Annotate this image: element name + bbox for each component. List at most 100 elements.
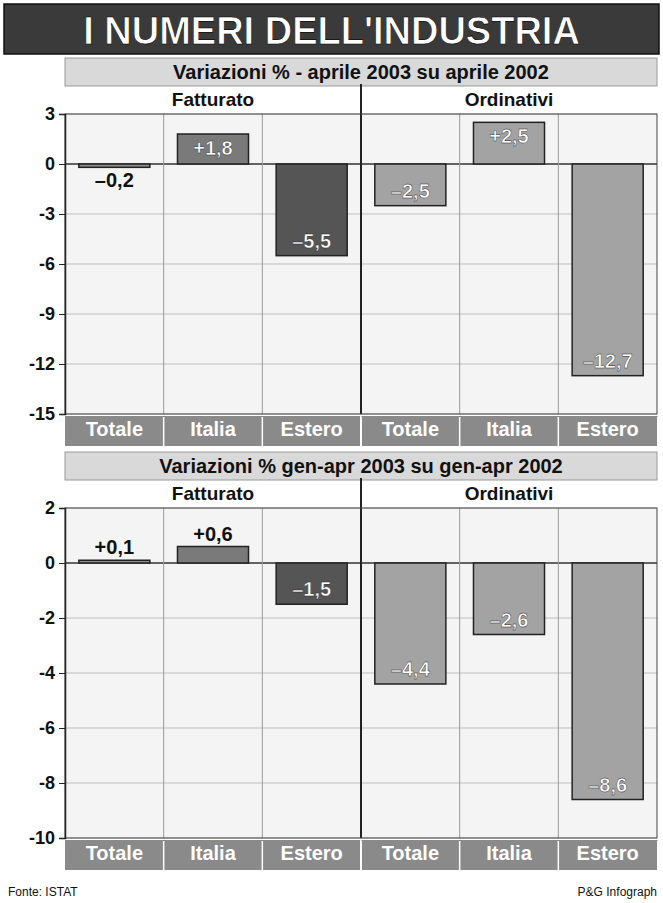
y-tick-mark bbox=[59, 783, 65, 784]
x-tick-label: Estero bbox=[281, 842, 343, 864]
y-tick-label: 2 bbox=[45, 498, 55, 518]
x-tick: Estero bbox=[281, 842, 343, 864]
y-tick: -6 bbox=[39, 254, 65, 274]
data-labels: –0,2+1,8–5,5–2,5+2,5–12,7 bbox=[95, 125, 633, 371]
y-tick-mark bbox=[59, 364, 65, 365]
column-separator bbox=[262, 114, 263, 414]
bar bbox=[177, 547, 248, 564]
y-tick: -4 bbox=[39, 663, 65, 683]
y-tick-label: -4 bbox=[39, 663, 55, 683]
panel-title: Variazioni % gen-apr 2003 su gen-apr 200… bbox=[159, 455, 563, 477]
group-head: Fatturato bbox=[172, 89, 254, 110]
bar bbox=[375, 563, 446, 684]
column-separator bbox=[163, 508, 164, 838]
x-tick-label: Totale bbox=[382, 842, 439, 864]
x-tick: Estero bbox=[281, 418, 343, 440]
band-separator bbox=[558, 416, 560, 446]
column-separator bbox=[558, 508, 559, 838]
x-tick-label: Italia bbox=[190, 418, 236, 440]
y-tick-label: -6 bbox=[39, 718, 55, 738]
band-separator bbox=[558, 840, 560, 870]
x-tick-label: Totale bbox=[86, 418, 143, 440]
x-tick: Totale bbox=[86, 842, 143, 864]
bar bbox=[473, 122, 544, 164]
y-tick-mark bbox=[59, 508, 65, 509]
y-tick-mark bbox=[59, 114, 65, 115]
x-tick-label: Estero bbox=[577, 842, 639, 864]
y-tick-mark bbox=[59, 214, 65, 215]
x-tick-label: Italia bbox=[190, 842, 236, 864]
data-label: –12,7 bbox=[583, 350, 633, 372]
y-tick-mark bbox=[59, 164, 65, 165]
x-tick: Estero bbox=[577, 418, 639, 440]
plot-frame bbox=[65, 508, 657, 838]
band-separator bbox=[459, 416, 461, 446]
column-separator bbox=[163, 114, 164, 414]
y-tick: 2 bbox=[45, 498, 65, 518]
panel-title-bar bbox=[65, 452, 657, 480]
bar bbox=[79, 560, 150, 563]
source: Fonte: ISTAT bbox=[8, 885, 78, 899]
data-label: +0,6 bbox=[193, 523, 232, 545]
y-axis-line bbox=[59, 509, 66, 839]
bar bbox=[572, 164, 643, 376]
group-divider bbox=[360, 84, 362, 414]
x-tick: Italia bbox=[190, 418, 236, 440]
x-axis-line bbox=[362, 840, 658, 841]
y-tick-label: -2 bbox=[39, 608, 55, 628]
y-tick-mark bbox=[59, 838, 65, 839]
y-tick-mark bbox=[59, 264, 65, 265]
x-axis: Totale Italia Estero bbox=[66, 841, 362, 865]
plot-frame bbox=[65, 114, 657, 414]
y-axis: 20-2-4-6-8-10 bbox=[29, 498, 66, 848]
data-label: –2,6 bbox=[490, 609, 529, 631]
bar bbox=[79, 164, 150, 167]
y-tick-label: -6 bbox=[39, 254, 55, 274]
data-label: –0,2 bbox=[95, 169, 134, 191]
credit: P&G Infograph bbox=[578, 885, 657, 899]
chart-panel: Variazioni % - aprile 2003 su aprile 200… bbox=[29, 58, 658, 446]
y-axis: 30-3-6-9-12-15 bbox=[29, 104, 66, 424]
category-band bbox=[65, 840, 657, 870]
x-tick: Estero bbox=[577, 842, 639, 864]
y-tick: -15 bbox=[29, 404, 65, 424]
data-label: –5,5 bbox=[292, 230, 331, 252]
y-tick: -9 bbox=[39, 304, 65, 324]
panel-title: Variazioni % - aprile 2003 su aprile 200… bbox=[173, 61, 549, 83]
x-tick-label: Totale bbox=[382, 418, 439, 440]
bar bbox=[276, 164, 347, 256]
group-head: Fatturato bbox=[172, 483, 254, 504]
column-separator bbox=[558, 114, 559, 414]
band-separator bbox=[262, 840, 264, 870]
chart-panel: Variazioni % gen-apr 2003 su gen-apr 200… bbox=[29, 452, 658, 870]
x-tick-label: Italia bbox=[486, 842, 532, 864]
data-label: +2,5 bbox=[489, 125, 528, 147]
infographic: I NUMERI DELL'INDUSTRIAVariazioni % - ap… bbox=[0, 0, 663, 903]
y-tick: -12 bbox=[29, 354, 65, 374]
bar bbox=[177, 134, 248, 164]
x-axis: Totale Italia Estero bbox=[362, 417, 658, 441]
y-tick-label: -15 bbox=[29, 404, 55, 424]
band-separator bbox=[459, 840, 461, 870]
group-head: Ordinativi bbox=[465, 89, 554, 110]
band-separator bbox=[163, 840, 165, 870]
y-tick-label: 0 bbox=[45, 553, 55, 573]
x-axis-line bbox=[66, 840, 362, 841]
y-tick: -8 bbox=[39, 773, 65, 793]
y-tick: -2 bbox=[39, 608, 65, 628]
x-axis: Totale Italia Estero bbox=[66, 417, 362, 441]
data-label: +0,1 bbox=[95, 536, 134, 558]
group-head: Ordinativi bbox=[465, 483, 554, 504]
y-tick-mark bbox=[59, 414, 65, 415]
y-tick-label: -8 bbox=[39, 773, 55, 793]
data-label: –1,5 bbox=[292, 578, 331, 600]
bar bbox=[572, 563, 643, 800]
band-separator bbox=[163, 416, 165, 446]
x-tick-label: Totale bbox=[86, 842, 143, 864]
y-tick-mark bbox=[59, 314, 65, 315]
x-axis-line bbox=[362, 416, 658, 417]
column-separator bbox=[459, 508, 460, 838]
bar bbox=[473, 563, 544, 635]
x-tick-label: Italia bbox=[486, 418, 532, 440]
y-tick-label: -9 bbox=[39, 304, 55, 324]
